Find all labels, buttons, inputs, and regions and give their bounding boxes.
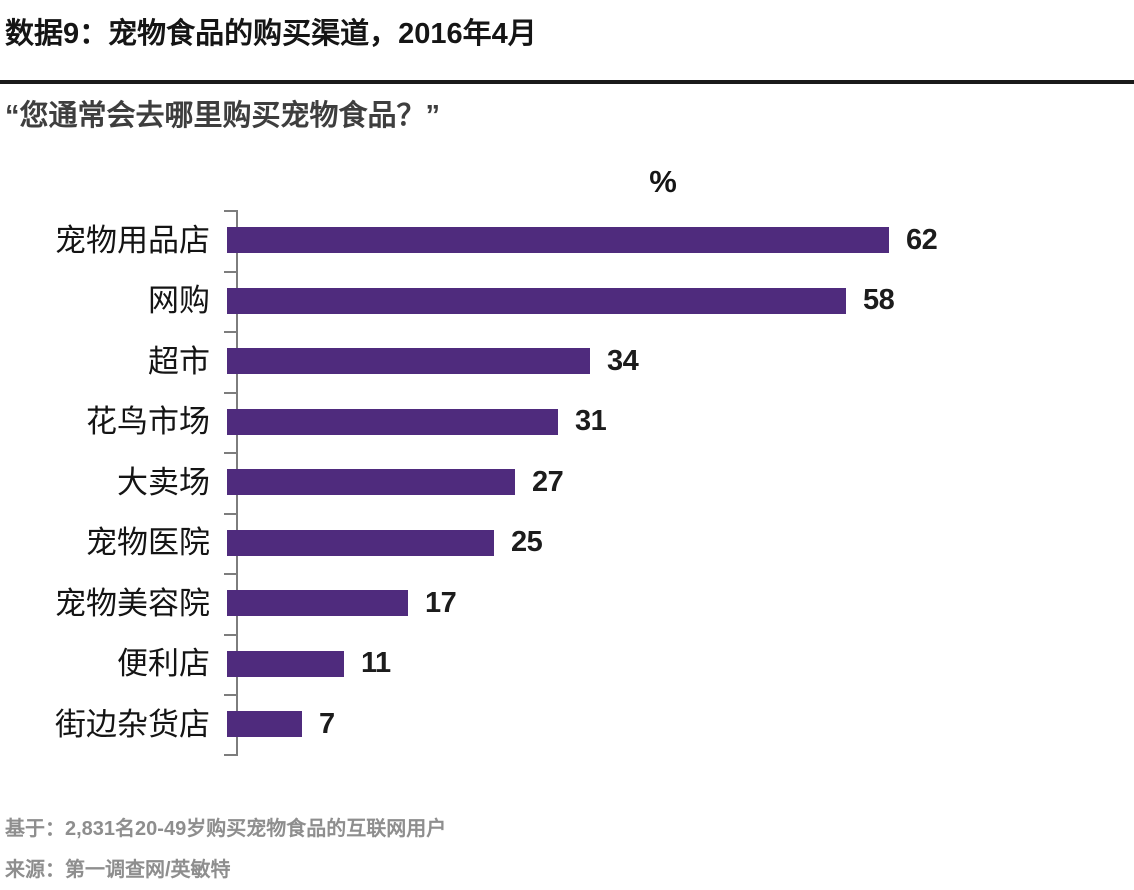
- axis-tick: [224, 754, 237, 756]
- category-label: 宠物医院: [86, 525, 210, 561]
- axis-tick: [224, 512, 237, 515]
- category-label: 宠物用品店: [55, 222, 210, 258]
- category-label: 宠物美容院: [55, 585, 210, 621]
- value-label: 25: [511, 526, 543, 559]
- value-label: 31: [575, 405, 607, 438]
- bar: [227, 348, 590, 375]
- bar-track: 17: [227, 586, 1134, 619]
- source-note: 来源：第一调查网/英敏特: [5, 859, 231, 881]
- axis-tick: [224, 573, 237, 575]
- category-label: 大卖场: [117, 464, 210, 500]
- bar-track: 34: [227, 344, 1134, 377]
- axis-tick: [224, 270, 237, 273]
- axis-tick: [224, 331, 237, 333]
- value-label: 58: [863, 284, 895, 317]
- value-label: 7: [319, 707, 335, 740]
- bar-row: 街边杂货店 7: [0, 694, 1134, 755]
- bar-row: 超市 34: [0, 331, 1134, 392]
- bar-track: 25: [227, 526, 1134, 559]
- bar-row: 便利店 11: [0, 634, 1134, 695]
- bar: [227, 529, 494, 556]
- bar: [227, 227, 889, 254]
- bar-row: 宠物美容院 17: [0, 573, 1134, 634]
- value-label: 62: [906, 223, 938, 256]
- axis-tick: [224, 694, 237, 696]
- axis-tick: [224, 210, 237, 212]
- category-label: 街边杂货店: [55, 706, 210, 742]
- category-label: 超市: [148, 343, 210, 379]
- plot-area: 宠物用品店 62 网购 58 超市 34 花鸟市场 31 大卖场 27 宠物医院: [0, 210, 1134, 756]
- bar-row: 宠物用品店 62: [0, 210, 1134, 271]
- bar-track: 58: [227, 284, 1134, 317]
- axis-tick: [224, 452, 237, 454]
- bar-row: 大卖场 27: [0, 452, 1134, 513]
- bar-row: 网购 58: [0, 271, 1134, 332]
- bar-track: 62: [227, 223, 1134, 256]
- title-divider-rule: [0, 80, 1134, 84]
- category-label: 便利店: [117, 646, 210, 682]
- bar-row: 宠物医院 25: [0, 513, 1134, 574]
- bar: [227, 408, 558, 435]
- bar-track: 11: [227, 647, 1134, 680]
- category-label: 网购: [148, 283, 210, 319]
- value-label: 17: [425, 586, 457, 619]
- axis-tick: [224, 391, 237, 394]
- value-label: 11: [361, 647, 391, 680]
- bar: [227, 711, 302, 738]
- bar: [227, 469, 515, 496]
- value-label: 27: [532, 465, 564, 498]
- bar-row: 花鸟市场 31: [0, 392, 1134, 453]
- category-label: 花鸟市场: [86, 404, 210, 440]
- survey-question-subtitle: “您通常会去哪里购买宠物食品？”: [5, 100, 441, 132]
- bar: [227, 650, 344, 677]
- bar: [227, 287, 846, 314]
- bar-track: 27: [227, 465, 1134, 498]
- base-note: 基于：2,831名20-49岁购买宠物食品的互联网用户: [5, 818, 447, 840]
- axis-tick: [224, 633, 237, 636]
- value-label: 34: [607, 344, 639, 377]
- bar: [227, 590, 408, 617]
- bar-track: 7: [227, 707, 1134, 740]
- figure-title: 数据9：宠物食品的购买渠道，2016年4月: [5, 18, 537, 50]
- bar-track: 31: [227, 405, 1134, 438]
- percent-axis-label: %: [649, 164, 677, 199]
